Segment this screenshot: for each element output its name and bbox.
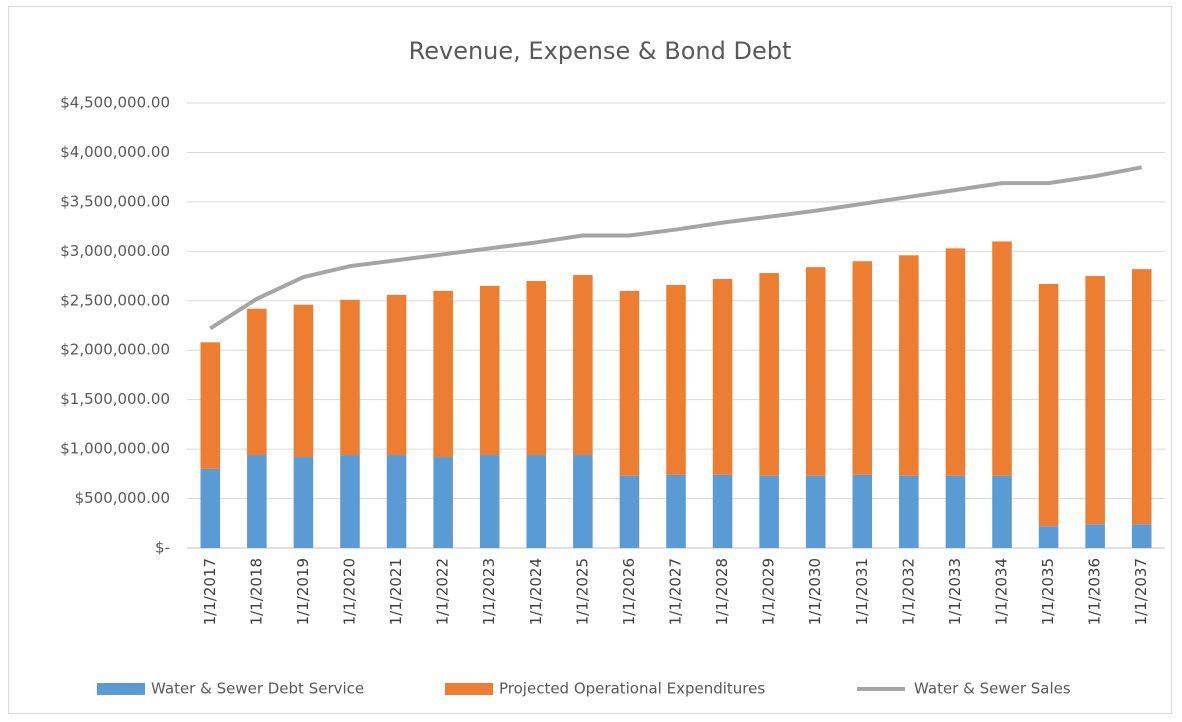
legend-swatch (445, 683, 493, 695)
bar (340, 299, 360, 456)
bar (899, 475, 919, 548)
legend-label: Projected Operational Expenditures (499, 680, 765, 698)
x-tick-label: 1/1/2031 (853, 558, 871, 625)
bar (340, 455, 360, 548)
y-tick-label: $4,500,000.00 (60, 94, 170, 112)
bar (992, 241, 1012, 476)
x-tick-label: 1/1/2019 (294, 558, 312, 625)
bar (1085, 524, 1105, 548)
legend-label: Water & Sewer Debt Service (151, 680, 364, 698)
bar (573, 275, 593, 456)
x-tick-label: 1/1/2024 (527, 558, 545, 625)
bar (1131, 269, 1152, 525)
x-tick-label: 1/1/2020 (341, 558, 359, 625)
bar (386, 455, 407, 548)
y-tick-label: $3,500,000.00 (60, 192, 170, 210)
bar (805, 475, 826, 548)
y-tick-label: $1,000,000.00 (60, 440, 170, 458)
y-tick-label: $1,500,000.00 (60, 390, 170, 408)
bar (386, 294, 407, 456)
bar (945, 248, 966, 476)
line-series (209, 165, 1143, 331)
bar (433, 290, 453, 458)
bar (293, 304, 314, 458)
bar (619, 290, 640, 476)
x-tick-label: 1/1/2033 (946, 558, 964, 625)
y-tick-label: $3,000,000.00 (60, 242, 170, 260)
chart-title: Revenue, Expense & Bond Debt (409, 37, 792, 65)
bar (293, 457, 314, 548)
bar (992, 475, 1012, 548)
x-tick-label: 1/1/2021 (387, 558, 405, 625)
bar (712, 279, 733, 475)
bar (1085, 276, 1105, 525)
legend-swatch (97, 683, 145, 695)
y-tick-label: $2,500,000.00 (60, 291, 170, 309)
bar (1131, 524, 1152, 548)
x-tick-label: 1/1/2028 (713, 558, 731, 625)
bar (805, 267, 826, 476)
legend-label: Water & Sewer Sales (914, 680, 1071, 698)
bar (200, 342, 221, 469)
bar (712, 474, 733, 548)
x-tick-label: 1/1/2018 (247, 558, 265, 625)
y-tick-label: $2,000,000.00 (60, 341, 170, 359)
bar (852, 474, 873, 548)
bar (247, 455, 267, 548)
bar (433, 457, 453, 548)
x-tick-label: 1/1/2036 (1086, 558, 1104, 625)
y-tick-label: $4,000,000.00 (60, 143, 170, 161)
x-tick-label: 1/1/2037 (1132, 558, 1150, 625)
bar (247, 308, 267, 456)
bar (666, 284, 686, 475)
x-tick-label: 1/1/2030 (806, 558, 824, 625)
bar (899, 255, 919, 476)
bar (666, 474, 686, 548)
x-tick-label: 1/1/2023 (480, 558, 498, 625)
bar (945, 475, 966, 548)
bar (526, 455, 547, 548)
y-tick-label: $500,000.00 (75, 489, 170, 507)
bar (852, 261, 873, 475)
bar (759, 273, 779, 476)
bar (1038, 526, 1059, 548)
bar (479, 285, 500, 456)
x-tick-label: 1/1/2027 (667, 558, 685, 625)
bar (1038, 283, 1059, 527)
x-tick-label: 1/1/2029 (760, 558, 778, 625)
x-tick-label: 1/1/2025 (573, 558, 591, 625)
x-tick-label: 1/1/2017 (201, 558, 219, 625)
bar (573, 455, 593, 548)
x-tick-label: 1/1/2035 (1039, 558, 1057, 625)
bar (759, 475, 779, 548)
bar (479, 455, 500, 548)
x-tick-label: 1/1/2022 (434, 558, 452, 625)
bar (619, 475, 640, 548)
bar (200, 468, 221, 548)
x-tick-label: 1/1/2026 (620, 558, 638, 625)
y-tick-label: $- (155, 539, 170, 557)
x-tick-label: 1/1/2032 (899, 558, 917, 625)
bar (526, 281, 547, 456)
x-tick-label: 1/1/2034 (993, 558, 1011, 625)
